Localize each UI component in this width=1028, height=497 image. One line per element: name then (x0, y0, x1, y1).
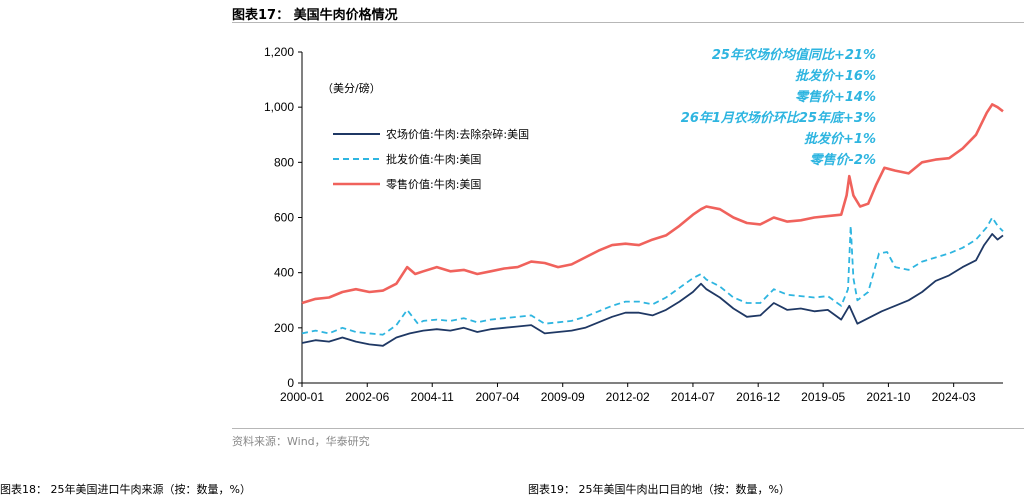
y-tick-label: 600 (274, 211, 294, 225)
series-line-wholesale (301, 216, 1004, 336)
source-note: 资料来源：Wind，华泰研究 (232, 435, 370, 448)
y-tick-label: 200 (274, 321, 294, 335)
x-tick-label: 2002-06 (345, 390, 389, 404)
series-line-retail (301, 103, 1004, 305)
bottom-divider (232, 428, 1024, 429)
next-figure-caption-right: 图表19： 25年美国牛肉出口目的地（按：数量，%） (528, 483, 790, 496)
y-tick-label: 400 (274, 266, 294, 280)
x-tick-label: 2016-12 (736, 390, 780, 404)
y-tick-label: 800 (274, 155, 294, 169)
annotation-text: 批发价+16% (795, 68, 876, 84)
chart-annotations: 25年农场价均值同比+21% 批发价+16% 零售价+14% 26年1月农场价环比25… (681, 47, 876, 168)
chart-series (301, 103, 1004, 347)
legend-label-retail: 零售价值:牛肉:美国 (386, 177, 481, 191)
annotation-text: 零售价+14% (795, 89, 876, 105)
annotation-text: 26年1月农场价环比25年底+3% (681, 110, 876, 126)
figure-title: 图表17： 美国牛肉价格情况 (232, 8, 398, 23)
y-tick-label: 1,200 (264, 45, 294, 59)
y-tick-label: 0 (287, 376, 294, 390)
y-tick-label: 1,000 (264, 100, 294, 114)
x-tick-label: 2004-11 (411, 390, 454, 404)
x-tick-label: 2012-02 (606, 390, 650, 404)
x-tick-label: 2024-03 (932, 390, 976, 404)
annotation-text: 零售价-2% (810, 152, 876, 168)
top-divider (232, 22, 1024, 23)
x-tick-label: 2021-10 (866, 390, 910, 404)
annotation-text: 25年农场价均值同比+21% (712, 47, 876, 63)
x-tick-label: 2019-05 (801, 390, 845, 404)
annotation-text: 批发价+1% (804, 131, 876, 147)
series-line-farm (301, 233, 1004, 347)
x-tick-label: 2000-01 (280, 390, 324, 404)
x-tick-label: 2007-04 (475, 390, 519, 404)
legend-label-farm: 农场价值:牛肉:去除杂碎:美国 (386, 127, 529, 141)
legend-label-wholesale: 批发价值:牛肉:美国 (386, 152, 481, 166)
unit-label: （美分/磅） (322, 81, 381, 95)
next-figure-caption-left: 图表18： 25年美国进口牛肉来源（按：数量，%） (0, 483, 251, 496)
chart-axes: 0 200 400 600 800 1,000 1,200 2000-01 2002-06 200… (264, 45, 1003, 404)
x-tick-label: 2014-07 (671, 390, 715, 404)
x-tick-label: 2009-09 (541, 390, 585, 404)
beef-price-chart: 0 200 400 600 800 1,000 1,200 2000-01 2002-06 200… (264, 45, 1004, 404)
